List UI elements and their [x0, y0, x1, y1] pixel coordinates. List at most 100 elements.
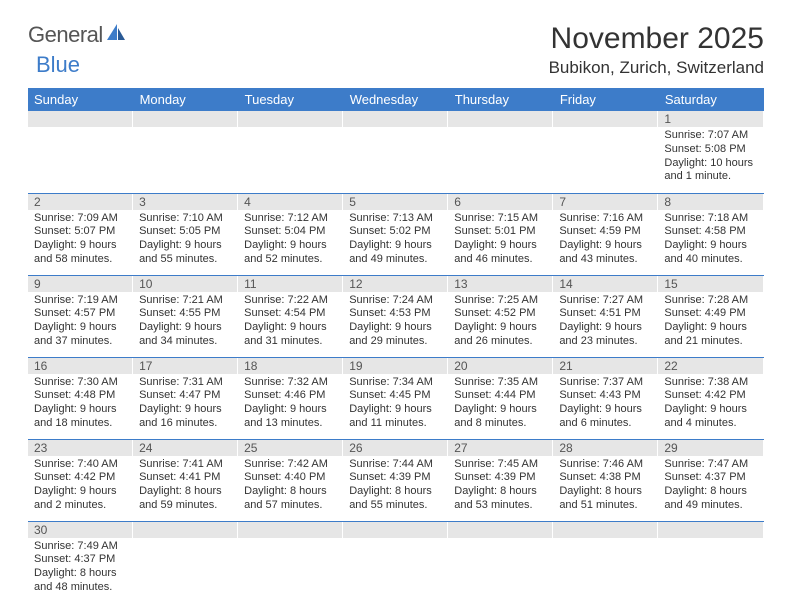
weekday-header: Wednesday — [343, 88, 448, 111]
daylight-text: Daylight: 9 hours and 34 minutes. — [139, 321, 232, 349]
day-details: Sunrise: 7:49 AMSunset: 4:37 PMDaylight:… — [28, 538, 133, 599]
daylight-text: Daylight: 9 hours and 16 minutes. — [139, 403, 232, 431]
day-details: Sunrise: 7:35 AMSunset: 4:44 PMDaylight:… — [448, 374, 553, 435]
sunrise-text: Sunrise: 7:16 AM — [559, 212, 652, 226]
day-number — [238, 111, 343, 127]
sunrise-text: Sunrise: 7:46 AM — [559, 458, 652, 472]
daylight-text: Daylight: 8 hours and 55 minutes. — [349, 485, 442, 513]
day-number: 22 — [658, 358, 763, 374]
day-number: 17 — [133, 358, 238, 374]
day-number — [553, 522, 658, 538]
day-number: 26 — [343, 440, 448, 456]
sunrise-text: Sunrise: 7:10 AM — [139, 212, 232, 226]
day-number — [343, 111, 448, 127]
daylight-text: Daylight: 9 hours and 46 minutes. — [454, 239, 547, 267]
sunrise-text: Sunrise: 7:07 AM — [664, 129, 757, 143]
daylight-text: Daylight: 10 hours and 1 minute. — [664, 157, 757, 185]
weekday-header-row: Sunday Monday Tuesday Wednesday Thursday… — [28, 88, 764, 111]
day-details: Sunrise: 7:15 AMSunset: 5:01 PMDaylight:… — [448, 210, 553, 271]
day-number — [448, 111, 553, 127]
day-details: Sunrise: 7:10 AMSunset: 5:05 PMDaylight:… — [133, 210, 238, 271]
calendar-cell: 13Sunrise: 7:25 AMSunset: 4:52 PMDayligh… — [448, 275, 553, 357]
calendar-cell: 15Sunrise: 7:28 AMSunset: 4:49 PMDayligh… — [658, 275, 763, 357]
day-number: 8 — [658, 194, 763, 210]
day-number: 18 — [238, 358, 343, 374]
daylight-text: Daylight: 9 hours and 49 minutes. — [349, 239, 442, 267]
day-number: 30 — [28, 522, 133, 538]
day-number: 23 — [28, 440, 133, 456]
calendar-cell — [133, 111, 238, 193]
day-details: Sunrise: 7:13 AMSunset: 5:02 PMDaylight:… — [343, 210, 448, 271]
sunset-text: Sunset: 5:05 PM — [139, 225, 232, 239]
month-title: November 2025 — [549, 22, 764, 56]
sunset-text: Sunset: 5:04 PM — [244, 225, 337, 239]
logo-text-blue: Blue — [36, 52, 80, 77]
calendar-cell: 26Sunrise: 7:44 AMSunset: 4:39 PMDayligh… — [343, 439, 448, 521]
sunset-text: Sunset: 5:08 PM — [664, 143, 757, 157]
sunset-text: Sunset: 4:58 PM — [664, 225, 757, 239]
calendar-cell — [343, 521, 448, 603]
sunset-text: Sunset: 4:37 PM — [664, 471, 757, 485]
calendar-cell: 20Sunrise: 7:35 AMSunset: 4:44 PMDayligh… — [448, 357, 553, 439]
calendar-cell — [448, 521, 553, 603]
sunset-text: Sunset: 5:07 PM — [34, 225, 127, 239]
day-number: 29 — [658, 440, 763, 456]
sunset-text: Sunset: 4:42 PM — [664, 389, 757, 403]
calendar-week-row: 30Sunrise: 7:49 AMSunset: 4:37 PMDayligh… — [28, 521, 764, 603]
calendar-cell: 23Sunrise: 7:40 AMSunset: 4:42 PMDayligh… — [28, 439, 133, 521]
day-number: 13 — [448, 276, 553, 292]
day-number: 21 — [553, 358, 658, 374]
daylight-text: Daylight: 9 hours and 18 minutes. — [34, 403, 127, 431]
sunrise-text: Sunrise: 7:45 AM — [454, 458, 547, 472]
day-details: Sunrise: 7:38 AMSunset: 4:42 PMDaylight:… — [658, 374, 763, 435]
day-details: Sunrise: 7:37 AMSunset: 4:43 PMDaylight:… — [553, 374, 658, 435]
sunset-text: Sunset: 4:46 PM — [244, 389, 337, 403]
day-details: Sunrise: 7:46 AMSunset: 4:38 PMDaylight:… — [553, 456, 658, 517]
daylight-text: Daylight: 9 hours and 6 minutes. — [559, 403, 652, 431]
sunrise-text: Sunrise: 7:34 AM — [349, 376, 442, 390]
sunrise-text: Sunrise: 7:24 AM — [349, 294, 442, 308]
daylight-text: Daylight: 9 hours and 55 minutes. — [139, 239, 232, 267]
calendar-week-row: 23Sunrise: 7:40 AMSunset: 4:42 PMDayligh… — [28, 439, 764, 521]
day-number — [658, 522, 763, 538]
calendar-cell — [28, 111, 133, 193]
calendar-cell: 27Sunrise: 7:45 AMSunset: 4:39 PMDayligh… — [448, 439, 553, 521]
calendar-cell: 1Sunrise: 7:07 AMSunset: 5:08 PMDaylight… — [658, 111, 763, 193]
daylight-text: Daylight: 9 hours and 11 minutes. — [349, 403, 442, 431]
day-details: Sunrise: 7:16 AMSunset: 4:59 PMDaylight:… — [553, 210, 658, 271]
sunset-text: Sunset: 4:59 PM — [559, 225, 652, 239]
calendar-cell: 8Sunrise: 7:18 AMSunset: 4:58 PMDaylight… — [658, 193, 763, 275]
daylight-text: Daylight: 8 hours and 49 minutes. — [664, 485, 757, 513]
day-details: Sunrise: 7:40 AMSunset: 4:42 PMDaylight:… — [28, 456, 133, 517]
day-number: 10 — [133, 276, 238, 292]
day-details: Sunrise: 7:27 AMSunset: 4:51 PMDaylight:… — [553, 292, 658, 353]
sunset-text: Sunset: 5:02 PM — [349, 225, 442, 239]
sunrise-text: Sunrise: 7:44 AM — [349, 458, 442, 472]
calendar-cell: 14Sunrise: 7:27 AMSunset: 4:51 PMDayligh… — [553, 275, 658, 357]
calendar-cell: 9Sunrise: 7:19 AMSunset: 4:57 PMDaylight… — [28, 275, 133, 357]
weekday-header: Friday — [553, 88, 658, 111]
day-number: 6 — [448, 194, 553, 210]
sunrise-text: Sunrise: 7:47 AM — [664, 458, 757, 472]
day-number: 15 — [658, 276, 763, 292]
calendar-week-row: 2Sunrise: 7:09 AMSunset: 5:07 PMDaylight… — [28, 193, 764, 275]
day-details: Sunrise: 7:45 AMSunset: 4:39 PMDaylight:… — [448, 456, 553, 517]
day-number: 12 — [343, 276, 448, 292]
sunset-text: Sunset: 4:54 PM — [244, 307, 337, 321]
day-details: Sunrise: 7:30 AMSunset: 4:48 PMDaylight:… — [28, 374, 133, 435]
sunrise-text: Sunrise: 7:49 AM — [34, 540, 127, 554]
day-number: 4 — [238, 194, 343, 210]
day-details: Sunrise: 7:21 AMSunset: 4:55 PMDaylight:… — [133, 292, 238, 353]
daylight-text: Daylight: 8 hours and 57 minutes. — [244, 485, 337, 513]
day-details: Sunrise: 7:41 AMSunset: 4:41 PMDaylight:… — [133, 456, 238, 517]
sunset-text: Sunset: 5:01 PM — [454, 225, 547, 239]
day-number: 2 — [28, 194, 133, 210]
sunset-text: Sunset: 4:42 PM — [34, 471, 127, 485]
sunset-text: Sunset: 4:49 PM — [664, 307, 757, 321]
sunrise-text: Sunrise: 7:19 AM — [34, 294, 127, 308]
calendar-cell: 12Sunrise: 7:24 AMSunset: 4:53 PMDayligh… — [343, 275, 448, 357]
sunset-text: Sunset: 4:45 PM — [349, 389, 442, 403]
calendar-cell: 4Sunrise: 7:12 AMSunset: 5:04 PMDaylight… — [238, 193, 343, 275]
daylight-text: Daylight: 9 hours and 58 minutes. — [34, 239, 127, 267]
sunset-text: Sunset: 4:40 PM — [244, 471, 337, 485]
